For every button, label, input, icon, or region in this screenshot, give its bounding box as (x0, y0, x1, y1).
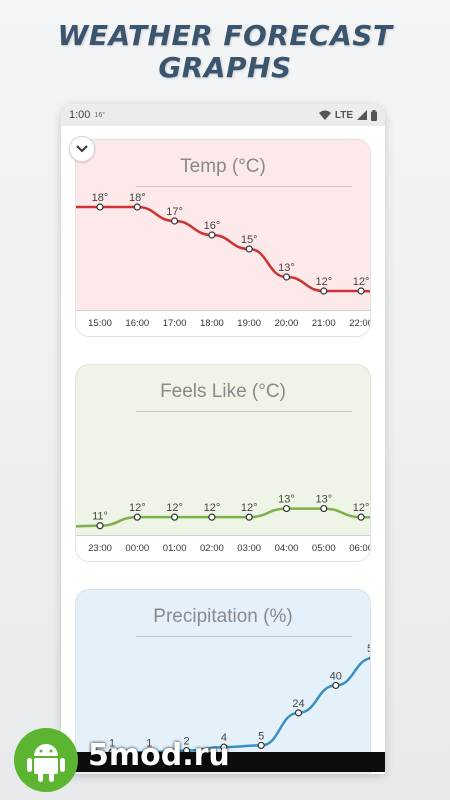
feels-like-point (320, 504, 328, 513)
feels-like-tick-label: 04:00 (275, 543, 299, 554)
feels-like-series-line (76, 507, 370, 528)
temp-point (208, 231, 216, 239)
status-temp: 16° (94, 111, 106, 119)
precipitation-data-label: 1 (109, 737, 115, 749)
temp-tick-label: 17:00 (163, 318, 187, 329)
promo-title: WEATHER FORECAST GRAPHS (0, 20, 450, 84)
temp-point (133, 203, 141, 211)
feels-like-point (282, 504, 291, 513)
temp-data-label: 18° (92, 192, 109, 204)
feels-like-card[interactable]: Feels Like (°C) 11° 12° 12° 12° 12° 13° 13° 12°… (75, 364, 371, 562)
phone-screen: 1:00 16° LTE Temp (°C) 18° 18° 17° 16° 15° 13… (61, 104, 385, 774)
battery-icon (371, 109, 377, 121)
feels-like-point (96, 522, 104, 530)
watermark-text: 5mod.ru (88, 738, 230, 773)
temp-tick-label: 21:00 (312, 318, 336, 329)
wifi-icon (318, 110, 331, 120)
collapse-button[interactable] (69, 136, 95, 162)
temp-point (96, 203, 104, 211)
temp-tick-label: 15:00 (88, 318, 112, 329)
feels-like-data-label: 12° (166, 502, 183, 514)
promo-title-line2: GRAPHS (158, 51, 292, 84)
temp-card-title: Temp (°C) (180, 156, 266, 177)
precipitation-card[interactable]: Precipitation (%) 11245244056 (75, 589, 371, 774)
status-network: LTE (334, 109, 353, 121)
feels-like-data-label: 12° (204, 502, 221, 514)
temp-chart: 18° 18° 17° 16° 15° 13° 12° 12° 15:00 16:00 17:00 1… (76, 192, 371, 329)
precipitation-point (257, 741, 265, 750)
feels-like-point (170, 513, 179, 521)
temp-data-label: 12° (353, 276, 370, 288)
chevron-down-icon (76, 145, 88, 153)
feels-like-data-label: 12° (353, 502, 370, 514)
watermark-bar (61, 752, 385, 772)
temp-point (282, 273, 291, 281)
precipitation-point (332, 681, 340, 690)
feels-like-data-label: 12° (129, 502, 146, 514)
temp-axis-strip (76, 310, 370, 336)
temp-point (170, 217, 179, 225)
temp-point (320, 287, 328, 295)
temp-data-label: 17° (166, 206, 183, 218)
temp-data-label: 16° (204, 220, 221, 232)
temp-tick-label: 16:00 (125, 318, 149, 329)
feels-like-point (245, 513, 253, 521)
temp-data-label: 18° (129, 192, 146, 204)
feels-like-point (208, 513, 216, 521)
precipitation-data-label: 2 (184, 736, 190, 748)
feels-like-data-label: 12° (241, 502, 258, 514)
feels-like-point (133, 513, 141, 521)
status-time: 1:00 (69, 109, 91, 121)
temp-card[interactable]: Temp (°C) 18° 18° 17° 16° 15° 13° 12° 12° 15:00 1… (75, 139, 371, 337)
watermark: 5mod.ru (0, 724, 450, 800)
precipitation-chart: 11245244056 (108, 643, 371, 756)
feels-like-data-label: 11° (92, 511, 108, 523)
precipitation-data-label: 1 (146, 737, 152, 749)
temp-data-label: 15° (241, 234, 258, 246)
precipitation-data-label: 56 (367, 643, 371, 655)
feels-like-tick-label: 02:00 (200, 543, 224, 554)
feels-like-tick-label: 03:00 (237, 543, 261, 554)
temp-tick-label: 22:00 (349, 318, 371, 329)
temp-series-line (76, 205, 370, 293)
precipitation-data-label: 24 (292, 698, 304, 710)
feels-like-tick-label: 06:00 (349, 543, 371, 554)
feels-like-data-label: 13° (278, 494, 295, 506)
temp-tick-label: 20:00 (275, 318, 299, 329)
android-icon (14, 728, 78, 792)
status-bar: 1:00 16° LTE (61, 104, 385, 126)
precipitation-point (294, 709, 303, 717)
precipitation-card-rule (136, 636, 352, 637)
feels-like-data-label: 13° (315, 494, 332, 506)
temp-card-rule (136, 186, 352, 187)
precipitation-card-title: Precipitation (%) (153, 606, 293, 627)
temp-point (357, 287, 365, 295)
feels-like-tick-label: 05:00 (312, 543, 336, 554)
precipitation-point (369, 656, 370, 660)
temp-point (245, 245, 253, 253)
feels-like-tick-label: 23:00 (88, 543, 112, 554)
feels-like-tick-label: 00:00 (125, 543, 149, 554)
precipitation-data-label: 40 (330, 670, 342, 682)
feels-like-chart: 11° 12° 12° 12° 12° 13° 13° 12° 23:00 00:00 01:00 0… (76, 494, 371, 554)
precipitation-data-label: 4 (221, 732, 227, 744)
precipitation-data-label: 5 (258, 730, 264, 742)
feels-like-axis-strip (76, 535, 370, 561)
signal-icon (357, 110, 367, 120)
temp-tick-label: 19:00 (237, 318, 261, 329)
promo-title-line1: WEATHER FORECAST (57, 19, 393, 52)
feels-like-tick-label: 01:00 (163, 543, 187, 554)
temp-tick-label: 18:00 (200, 318, 224, 329)
feels-like-card-title: Feels Like (°C) (160, 381, 286, 402)
temp-data-label: 13° (278, 262, 295, 274)
precipitation-point (220, 743, 228, 751)
temp-data-label: 12° (315, 276, 332, 288)
feels-like-card-rule (136, 411, 352, 412)
feels-like-point (357, 513, 365, 521)
